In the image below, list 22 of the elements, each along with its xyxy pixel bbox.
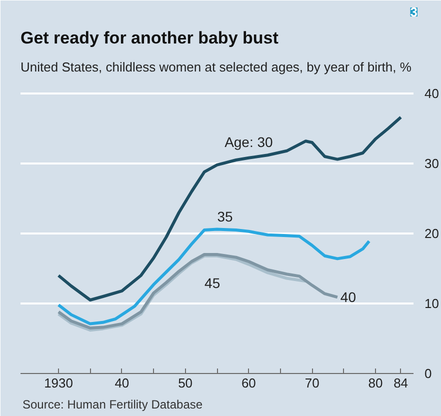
line-series [57, 228, 371, 326]
y-tick-label: 30 [424, 156, 439, 171]
series-label: 40 [340, 289, 356, 306]
y-tick-label: 0 [424, 366, 432, 381]
x-tick-label: 70 [304, 376, 320, 390]
x-tick-label: 40 [114, 376, 130, 390]
y-tick-label: 20 [424, 226, 439, 241]
source-note: Source: Human Fertility Database [22, 398, 203, 412]
series-label: 45 [204, 274, 220, 291]
text: 3 [410, 4, 418, 20]
x-tick-label: 84 [394, 376, 408, 390]
series-label: Age: 30 [224, 134, 274, 150]
chart-subtitle: United States, childless women at selected ages, by year of birth, % [20, 60, 412, 74]
x-tick-label: 1930 [44, 376, 73, 390]
x-tick-label: 60 [241, 376, 256, 390]
y-tick-label: 10 [424, 296, 439, 311]
x-tick-label: 50 [178, 376, 193, 390]
chart-title: Get ready for another baby bust [20, 28, 279, 48]
y-tick-label: 40 [424, 86, 439, 101]
line-series [57, 116, 402, 302]
series-label: 35 [217, 208, 233, 224]
x-tick-label: 80 [368, 376, 383, 390]
